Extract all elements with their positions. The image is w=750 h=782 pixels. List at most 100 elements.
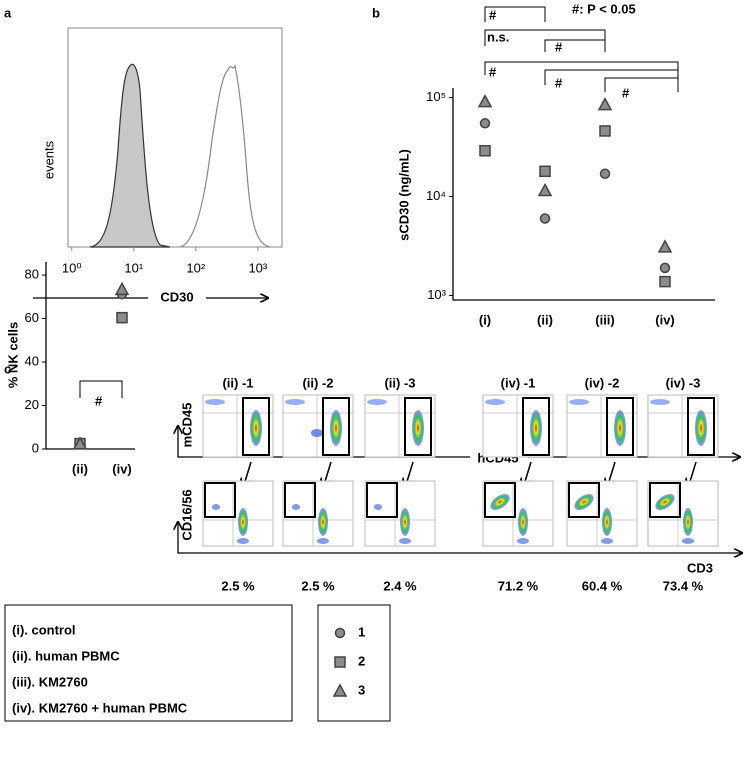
annotation: #	[622, 85, 630, 100]
y-tick-label: 60	[25, 310, 39, 325]
bracket	[484, 29, 606, 46]
cluster	[683, 508, 693, 536]
cluster	[318, 508, 328, 536]
point	[597, 97, 613, 111]
gate	[649, 482, 681, 518]
legend-entry: 2	[358, 653, 365, 668]
flow-plot	[566, 480, 638, 547]
cluster	[374, 504, 382, 510]
legend-entry: (iii). KM2760	[12, 674, 88, 689]
axis-label: mCD45	[179, 403, 194, 448]
plot-title: (ii) -1	[222, 375, 253, 390]
histogram-open	[179, 63, 271, 248]
cluster	[614, 410, 626, 446]
flow-plot	[482, 480, 554, 547]
cluster	[655, 494, 675, 510]
histogram-filled	[89, 63, 171, 248]
percentage: 71.2 %	[498, 578, 539, 593]
point	[659, 275, 671, 288]
point	[599, 125, 611, 137]
plot-title: (ii) -2	[302, 375, 333, 390]
point	[72, 436, 88, 450]
cluster	[311, 429, 323, 437]
legend-entry: 3	[358, 682, 365, 697]
cluster	[237, 538, 249, 544]
axis-label: CD3	[687, 560, 713, 575]
cluster	[250, 410, 262, 446]
y-tick-label: 0	[32, 440, 39, 455]
gate	[404, 397, 432, 456]
cluster	[650, 399, 670, 405]
percentage: 2.5 %	[301, 578, 335, 593]
series	[479, 118, 671, 274]
x-tick-label: (iv)	[655, 312, 675, 327]
y-tick-label: 80	[25, 266, 39, 281]
x-tick-label: (i)	[479, 312, 491, 327]
gate	[284, 482, 316, 518]
annotation: #	[489, 64, 497, 79]
y-axis-label: sCD30 (ng/mL)	[396, 149, 411, 241]
flow-plot	[282, 480, 354, 547]
legend-marker	[334, 656, 346, 668]
cluster	[285, 399, 305, 405]
series	[479, 125, 671, 288]
point	[599, 168, 611, 179]
plot-frame	[566, 480, 638, 547]
bracket	[544, 39, 606, 52]
cluster	[695, 410, 707, 446]
cluster	[367, 399, 387, 405]
gate	[606, 397, 634, 456]
plot-title: (ii) -3	[384, 375, 415, 390]
gate	[522, 397, 550, 456]
plot-frame	[364, 480, 436, 547]
gate	[242, 397, 270, 456]
cluster	[490, 494, 510, 510]
point	[479, 145, 491, 157]
annotation: #	[555, 39, 563, 54]
cluster	[518, 508, 528, 536]
cluster	[574, 494, 594, 510]
y-tick-label: 10⁴	[426, 188, 446, 203]
cluster	[601, 538, 613, 544]
percentage: 2.5 %	[221, 578, 255, 593]
cluster	[517, 538, 529, 544]
legend-entry: (i). control	[12, 622, 76, 637]
plot-title: (iv) -1	[501, 375, 536, 390]
annotation: #: P < 0.05	[572, 1, 636, 16]
cluster	[399, 538, 411, 544]
percentage: 2.4 %	[383, 578, 417, 593]
legend-marker	[334, 627, 346, 639]
plot-title: (iv) -3	[666, 375, 701, 390]
annotation: #	[555, 75, 563, 90]
panel-label: a	[4, 5, 12, 20]
x-tick-label: (ii)	[537, 312, 553, 327]
cluster	[330, 410, 342, 446]
series	[72, 281, 130, 450]
significance-brackets	[484, 6, 679, 92]
gate	[687, 397, 715, 456]
y-axis-label: events	[41, 140, 56, 179]
point	[477, 94, 493, 108]
annotation: #	[489, 7, 497, 22]
bracket	[79, 380, 123, 398]
annotation: #	[95, 393, 103, 408]
flow-plot	[202, 480, 274, 547]
flow-plot	[566, 394, 638, 458]
x-tick-label: 10⁰	[62, 260, 82, 275]
cluster	[682, 538, 694, 544]
gate	[366, 482, 398, 518]
cluster	[400, 508, 410, 536]
cluster	[292, 504, 300, 510]
cluster	[412, 410, 424, 446]
legend-entry: (ii). human PBMC	[12, 648, 120, 663]
legend-entry: 1	[358, 624, 365, 639]
legend-box	[4, 604, 293, 722]
x-axis-label: CD30	[160, 289, 193, 304]
flow-plot	[364, 394, 436, 458]
gate	[322, 397, 350, 456]
gate	[484, 482, 516, 518]
flow-plot	[647, 394, 719, 458]
x-tick-label: 10¹	[124, 260, 143, 275]
